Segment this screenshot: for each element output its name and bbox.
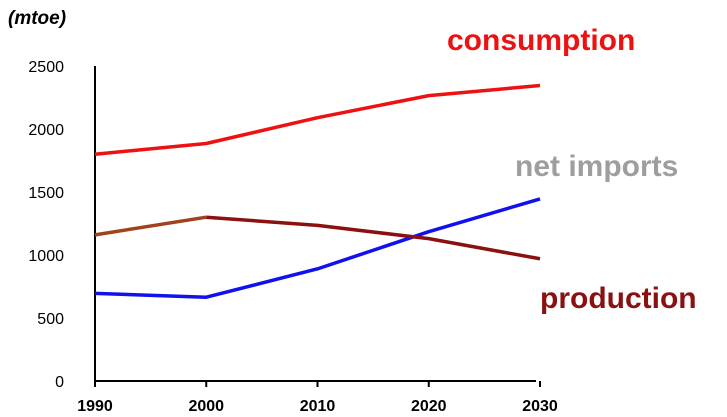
series-lines [94, 83, 541, 299]
x-ticks: 1990 2000 2010 2020 2030 [77, 381, 558, 415]
legend-production: production [540, 282, 697, 315]
series-line-net_imports [94, 197, 541, 299]
y-tick-label: 1000 [28, 248, 64, 265]
y-tick-label: 0 [55, 374, 64, 391]
x-tick-label: 2000 [188, 398, 224, 415]
y-tick-label: 2000 [28, 122, 64, 139]
unit-label: (mtoe) [8, 8, 67, 29]
y-tick-label: 500 [37, 311, 64, 328]
x-tick-label: 2010 [300, 398, 336, 415]
y-ticks: 0 500 1000 1500 2000 2500 [28, 59, 64, 391]
y-tick-label: 2500 [28, 59, 64, 76]
x-tick-label: 1990 [77, 398, 113, 415]
axes [94, 66, 536, 382]
series-line-consumption [94, 83, 541, 156]
y-tick-label: 1500 [28, 185, 64, 202]
series-line-production-segment [94, 215, 207, 237]
series-line-production [206, 215, 541, 261]
legend-consumption: consumption [447, 24, 636, 57]
legend-net-imports: net imports [515, 150, 679, 183]
x-tick-label: 2020 [411, 398, 447, 415]
x-tick-label: 2030 [522, 398, 558, 415]
